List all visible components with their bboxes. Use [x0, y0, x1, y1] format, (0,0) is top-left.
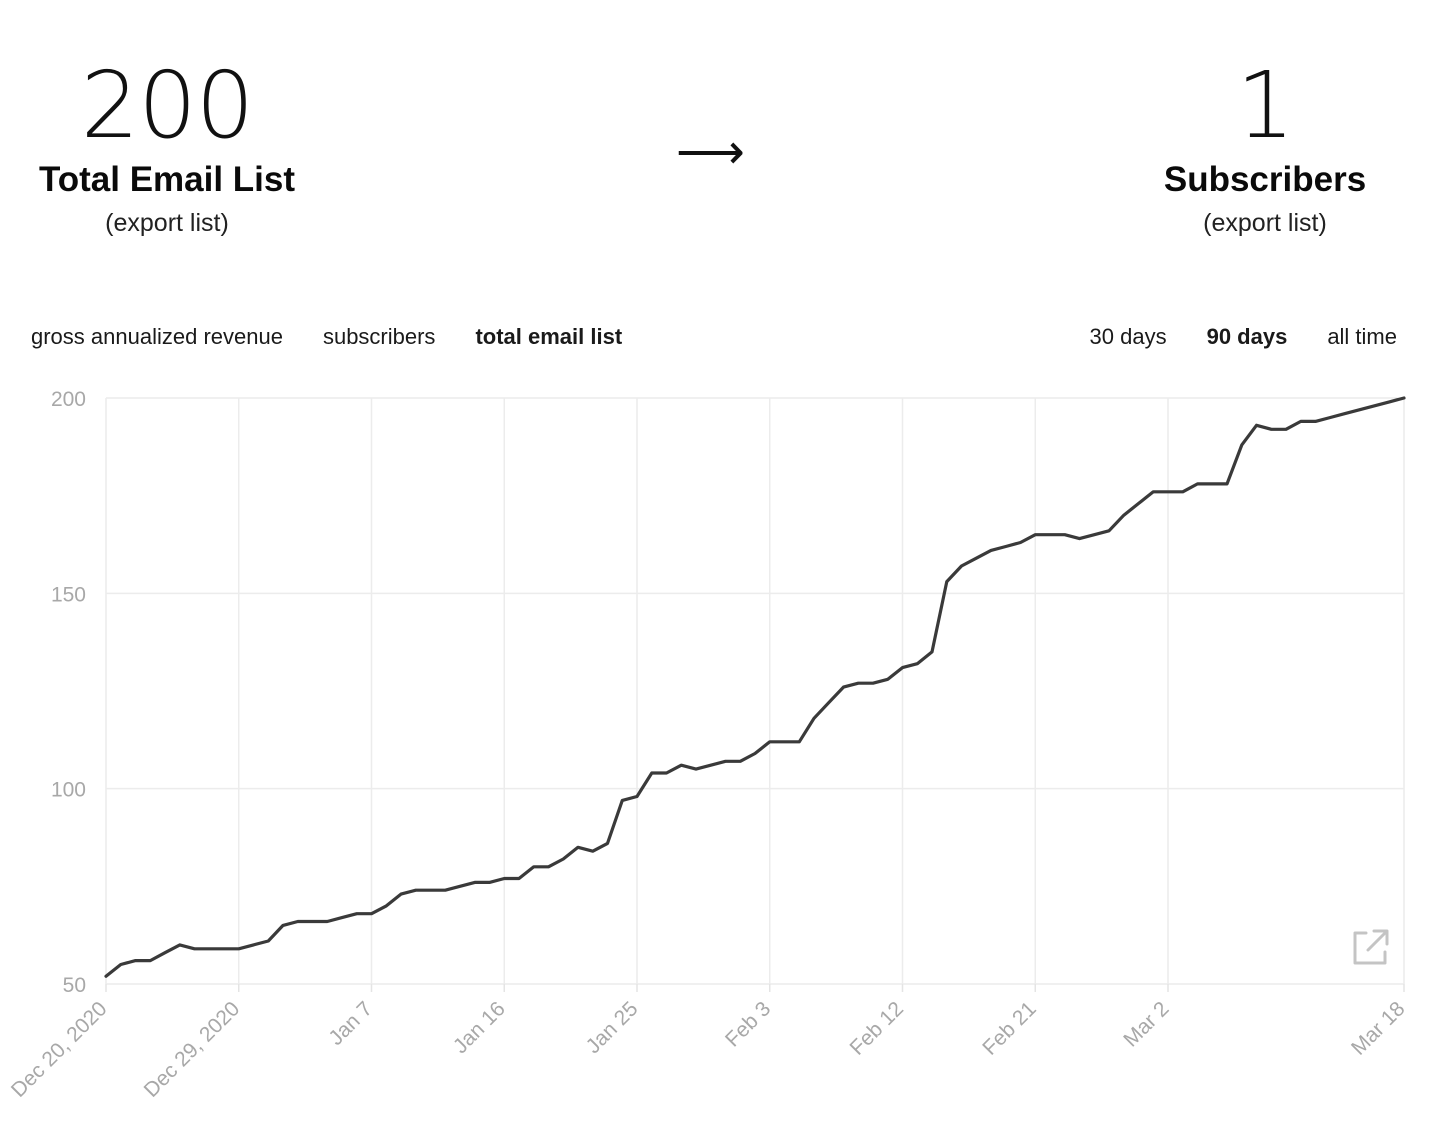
- subscribers-label: Subscribers: [1163, 160, 1367, 199]
- subscribers-stat: 1 Subscribers (export list): [1098, 58, 1432, 238]
- total-email-list-label: Total Email List: [38, 160, 296, 199]
- tab-total-email-list[interactable]: total email list: [475, 324, 623, 349]
- tab-subscribers[interactable]: subscribers: [322, 324, 436, 349]
- series-line: [104, 396, 1406, 978]
- x-axis-ticks: Dec 20, 2020 Dec 29, 2020 Jan 7 Jan 16 Jan 2…: [7, 997, 1410, 1102]
- chart-grid: [105, 397, 1405, 992]
- metric-tabs: gross annualized revenue subscribers tot…: [31, 322, 622, 352]
- x-tick-label: Jan 16: [449, 997, 510, 1058]
- tab-90-days[interactable]: 90 days: [1206, 324, 1288, 349]
- x-tick-label: Feb 3: [721, 997, 775, 1051]
- x-tick-label: Feb 12: [846, 997, 909, 1060]
- tab-all-time[interactable]: all time: [1327, 324, 1397, 349]
- y-tick-label: 200: [51, 388, 86, 411]
- x-tick-label: Dec 20, 2020: [7, 997, 112, 1102]
- export-email-list-link[interactable]: (export list): [105, 209, 229, 237]
- x-tick-label: Jan 7: [324, 997, 377, 1050]
- x-tick-label: Jan 25: [582, 997, 643, 1058]
- tab-30-days[interactable]: 30 days: [1089, 324, 1167, 349]
- tab-gross-annualized-revenue[interactable]: gross annualized revenue: [31, 324, 283, 349]
- total-email-list-value: 200: [80, 52, 255, 159]
- y-tick-label: 100: [51, 779, 86, 802]
- x-tick-label: Mar 2: [1119, 997, 1173, 1051]
- export-subscribers-link[interactable]: (export list): [1203, 209, 1327, 237]
- x-tick-label: Feb 21: [978, 997, 1041, 1060]
- y-tick-label: 150: [51, 583, 86, 606]
- right-arrow-icon: ⟶: [676, 124, 745, 180]
- external-link-icon[interactable]: [1353, 929, 1389, 965]
- x-tick-label: Dec 29, 2020: [140, 997, 245, 1102]
- y-axis-ticks: 50 100 150 200: [51, 388, 86, 997]
- y-tick-label: 50: [63, 974, 86, 997]
- subscribers-value: 1: [1236, 52, 1295, 159]
- range-tabs: 30 days 90 days all time: [1090, 322, 1397, 352]
- total-email-list-stat: 200 Total Email List (export list): [0, 58, 334, 238]
- x-tick-label: Mar 18: [1347, 997, 1409, 1059]
